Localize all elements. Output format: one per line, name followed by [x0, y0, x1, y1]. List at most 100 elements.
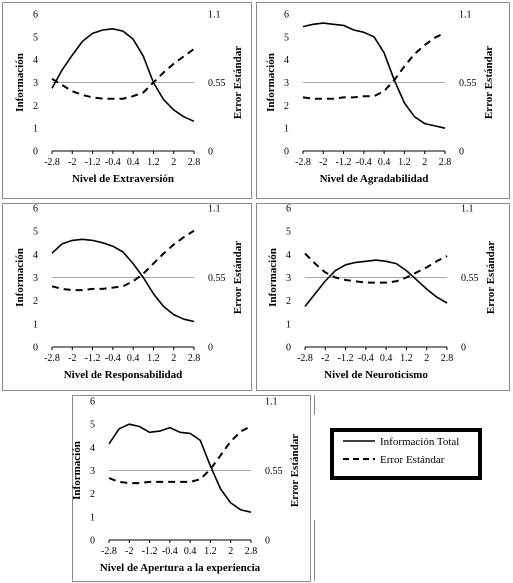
y2-tick-label: 1.1	[459, 10, 472, 21]
x-tick-label: 1.2	[398, 157, 411, 168]
x-tick-label: -0.4	[358, 353, 374, 364]
x-tick-label: 1.2	[147, 157, 160, 168]
x-tick-label: 1.2	[204, 546, 217, 557]
y2-tick-label: 0.55	[461, 273, 479, 284]
y2-axis-title: Error Estándar	[483, 46, 495, 119]
x-tick-label: 2.8	[441, 353, 454, 364]
x-tick-label: 2	[171, 353, 176, 364]
x-tick-label: -2	[68, 353, 76, 364]
chart-panel-1: -2.8 -2 -1.2 -0.4 0.4 1.2 2 2.8 0 1 2 3 4 5 6 0 0.55 1.1 N…	[265, 10, 495, 186]
x-tick-label: -2.8	[295, 157, 311, 168]
x-tick-label: -1.2	[338, 353, 354, 364]
x-tick-label: 0.4	[127, 157, 140, 168]
x-tick-label: 2.8	[188, 157, 201, 168]
y2-tick-label: 0	[461, 343, 466, 354]
y-tick-label: 6	[33, 204, 38, 215]
x-tick-label: 2	[424, 353, 429, 364]
chart-panel-2: -2.8 -2 -1.2 -0.4 0.4 1.2 2 2.8 0 1 2 3 4 5 6 0 0.55 1.1 N…	[14, 204, 244, 382]
x-tick-label: 1.2	[147, 353, 160, 364]
legend-label-info: Información Total	[380, 436, 459, 448]
y2-axis-title: Error Estándar	[232, 241, 244, 314]
chart-panel-4: -2.8 -2 -1.2 -0.4 0.4 1.2 2 2.8 0 1 2 3 4 5 6 0 0.55 1.1 N…	[71, 397, 301, 575]
series-informacion-total-line	[304, 259, 448, 307]
series-informacion-total-line	[51, 238, 195, 323]
series-error-estandar-line	[108, 425, 252, 485]
y-tick-label: 4	[284, 55, 289, 66]
charts-group: -2.8 -2 -1.2 -0.4 0.4 1.2 2 2.8 0 1 2 3 4 5 6 0 0.55 1.1 N…	[14, 10, 497, 575]
series-error-estandar-line	[51, 229, 195, 292]
y2-tick-label: 0.55	[459, 78, 477, 89]
y-axis-title: Información	[14, 248, 26, 307]
y-tick-label: 5	[33, 32, 38, 43]
legend: Información Total Error Estándar	[330, 428, 482, 480]
x-tick-label: -2	[321, 353, 329, 364]
y-tick-label: 6	[284, 10, 289, 21]
y-tick-label: 2	[284, 101, 289, 112]
y2-tick-label: 1.1	[208, 10, 221, 21]
y-tick-label: 3	[284, 78, 289, 89]
x-tick-label: -2.8	[44, 353, 60, 364]
series-informacion-total-line	[302, 22, 446, 129]
y2-axis-title: Error Estándar	[232, 46, 244, 119]
x-tick-label: 2.8	[439, 157, 452, 168]
y-tick-label: 1	[33, 124, 38, 135]
y2-tick-label: 1.1	[461, 204, 474, 215]
x-tick-label: -2.8	[297, 353, 313, 364]
x-tick-label: 2.8	[245, 546, 258, 557]
x-tick-label: 1.2	[400, 353, 413, 364]
x-tick-label: -2.8	[101, 546, 117, 557]
x-axis-title: Nivel de Agradabilidad	[320, 173, 429, 185]
x-axis-title: Nivel de Neuroticismo	[324, 369, 428, 381]
x-axis-title: Nivel de Extraversión	[72, 173, 174, 185]
y-tick-label: 5	[33, 227, 38, 238]
y-tick-label: 0	[286, 343, 291, 354]
panel-frame-extraversion	[2, 2, 252, 199]
y-tick-label: 2	[286, 296, 291, 307]
y2-tick-label: 1.1	[265, 397, 278, 408]
x-tick-label: 2	[171, 157, 176, 168]
x-tick-label: -0.4	[105, 157, 121, 168]
y-tick-label: 1	[33, 319, 38, 330]
x-tick-label: 2	[422, 157, 427, 168]
y-tick-label: 1	[90, 512, 95, 523]
y-tick-label: 4	[33, 250, 38, 261]
y2-tick-label: 0	[265, 536, 270, 547]
x-tick-label: -0.4	[162, 546, 178, 557]
y-tick-label: 3	[90, 466, 95, 477]
legend-label-error: Error Estándar	[380, 454, 445, 466]
y-axis-title: Información	[265, 53, 277, 112]
y2-tick-label: 0	[208, 147, 213, 158]
x-tick-label: 2.8	[188, 353, 201, 364]
y2-tick-label: 0.55	[208, 273, 226, 284]
y-tick-label: 2	[33, 101, 38, 112]
y-tick-label: 5	[90, 420, 95, 431]
x-tick-label: -2	[68, 157, 76, 168]
series-informacion-total-line	[108, 423, 252, 513]
series-informacion-total-line	[51, 28, 195, 123]
y2-axis-title: Error Estándar	[289, 434, 301, 507]
y-tick-label: 1	[286, 319, 291, 330]
y-tick-label: 4	[286, 250, 291, 261]
y-tick-label: 0	[90, 536, 95, 547]
x-tick-label: -1.2	[336, 157, 352, 168]
chart-panel-0: -2.8 -2 -1.2 -0.4 0.4 1.2 2 2.8 0 1 2 3 4 5 6 0 0.55 1.1 N…	[14, 10, 244, 186]
chart-panel-3: -2.8 -2 -1.2 -0.4 0.4 1.2 2 2.8 0 1 2 3 4 5 6 0 0.55 1.1 N…	[267, 204, 497, 382]
y-tick-label: 6	[33, 10, 38, 21]
y2-tick-label: 0.55	[265, 466, 283, 477]
y-tick-label: 2	[90, 489, 95, 500]
x-tick-label: 0.4	[127, 353, 140, 364]
series-error-estandar-line	[302, 31, 446, 100]
y-tick-label: 3	[286, 273, 291, 284]
x-tick-label: -0.4	[105, 353, 121, 364]
x-tick-label: -2.8	[44, 157, 60, 168]
y-tick-label: 3	[33, 78, 38, 89]
y-axis-title: Información	[71, 441, 83, 500]
series-error-estandar-line	[304, 252, 448, 284]
panel-frame-responsabilidad	[2, 203, 252, 391]
y2-tick-label: 0	[459, 147, 464, 158]
y-tick-label: 5	[286, 227, 291, 238]
legend-box	[330, 428, 482, 480]
y-tick-label: 6	[90, 397, 95, 408]
y-tick-label: 4	[90, 443, 95, 454]
